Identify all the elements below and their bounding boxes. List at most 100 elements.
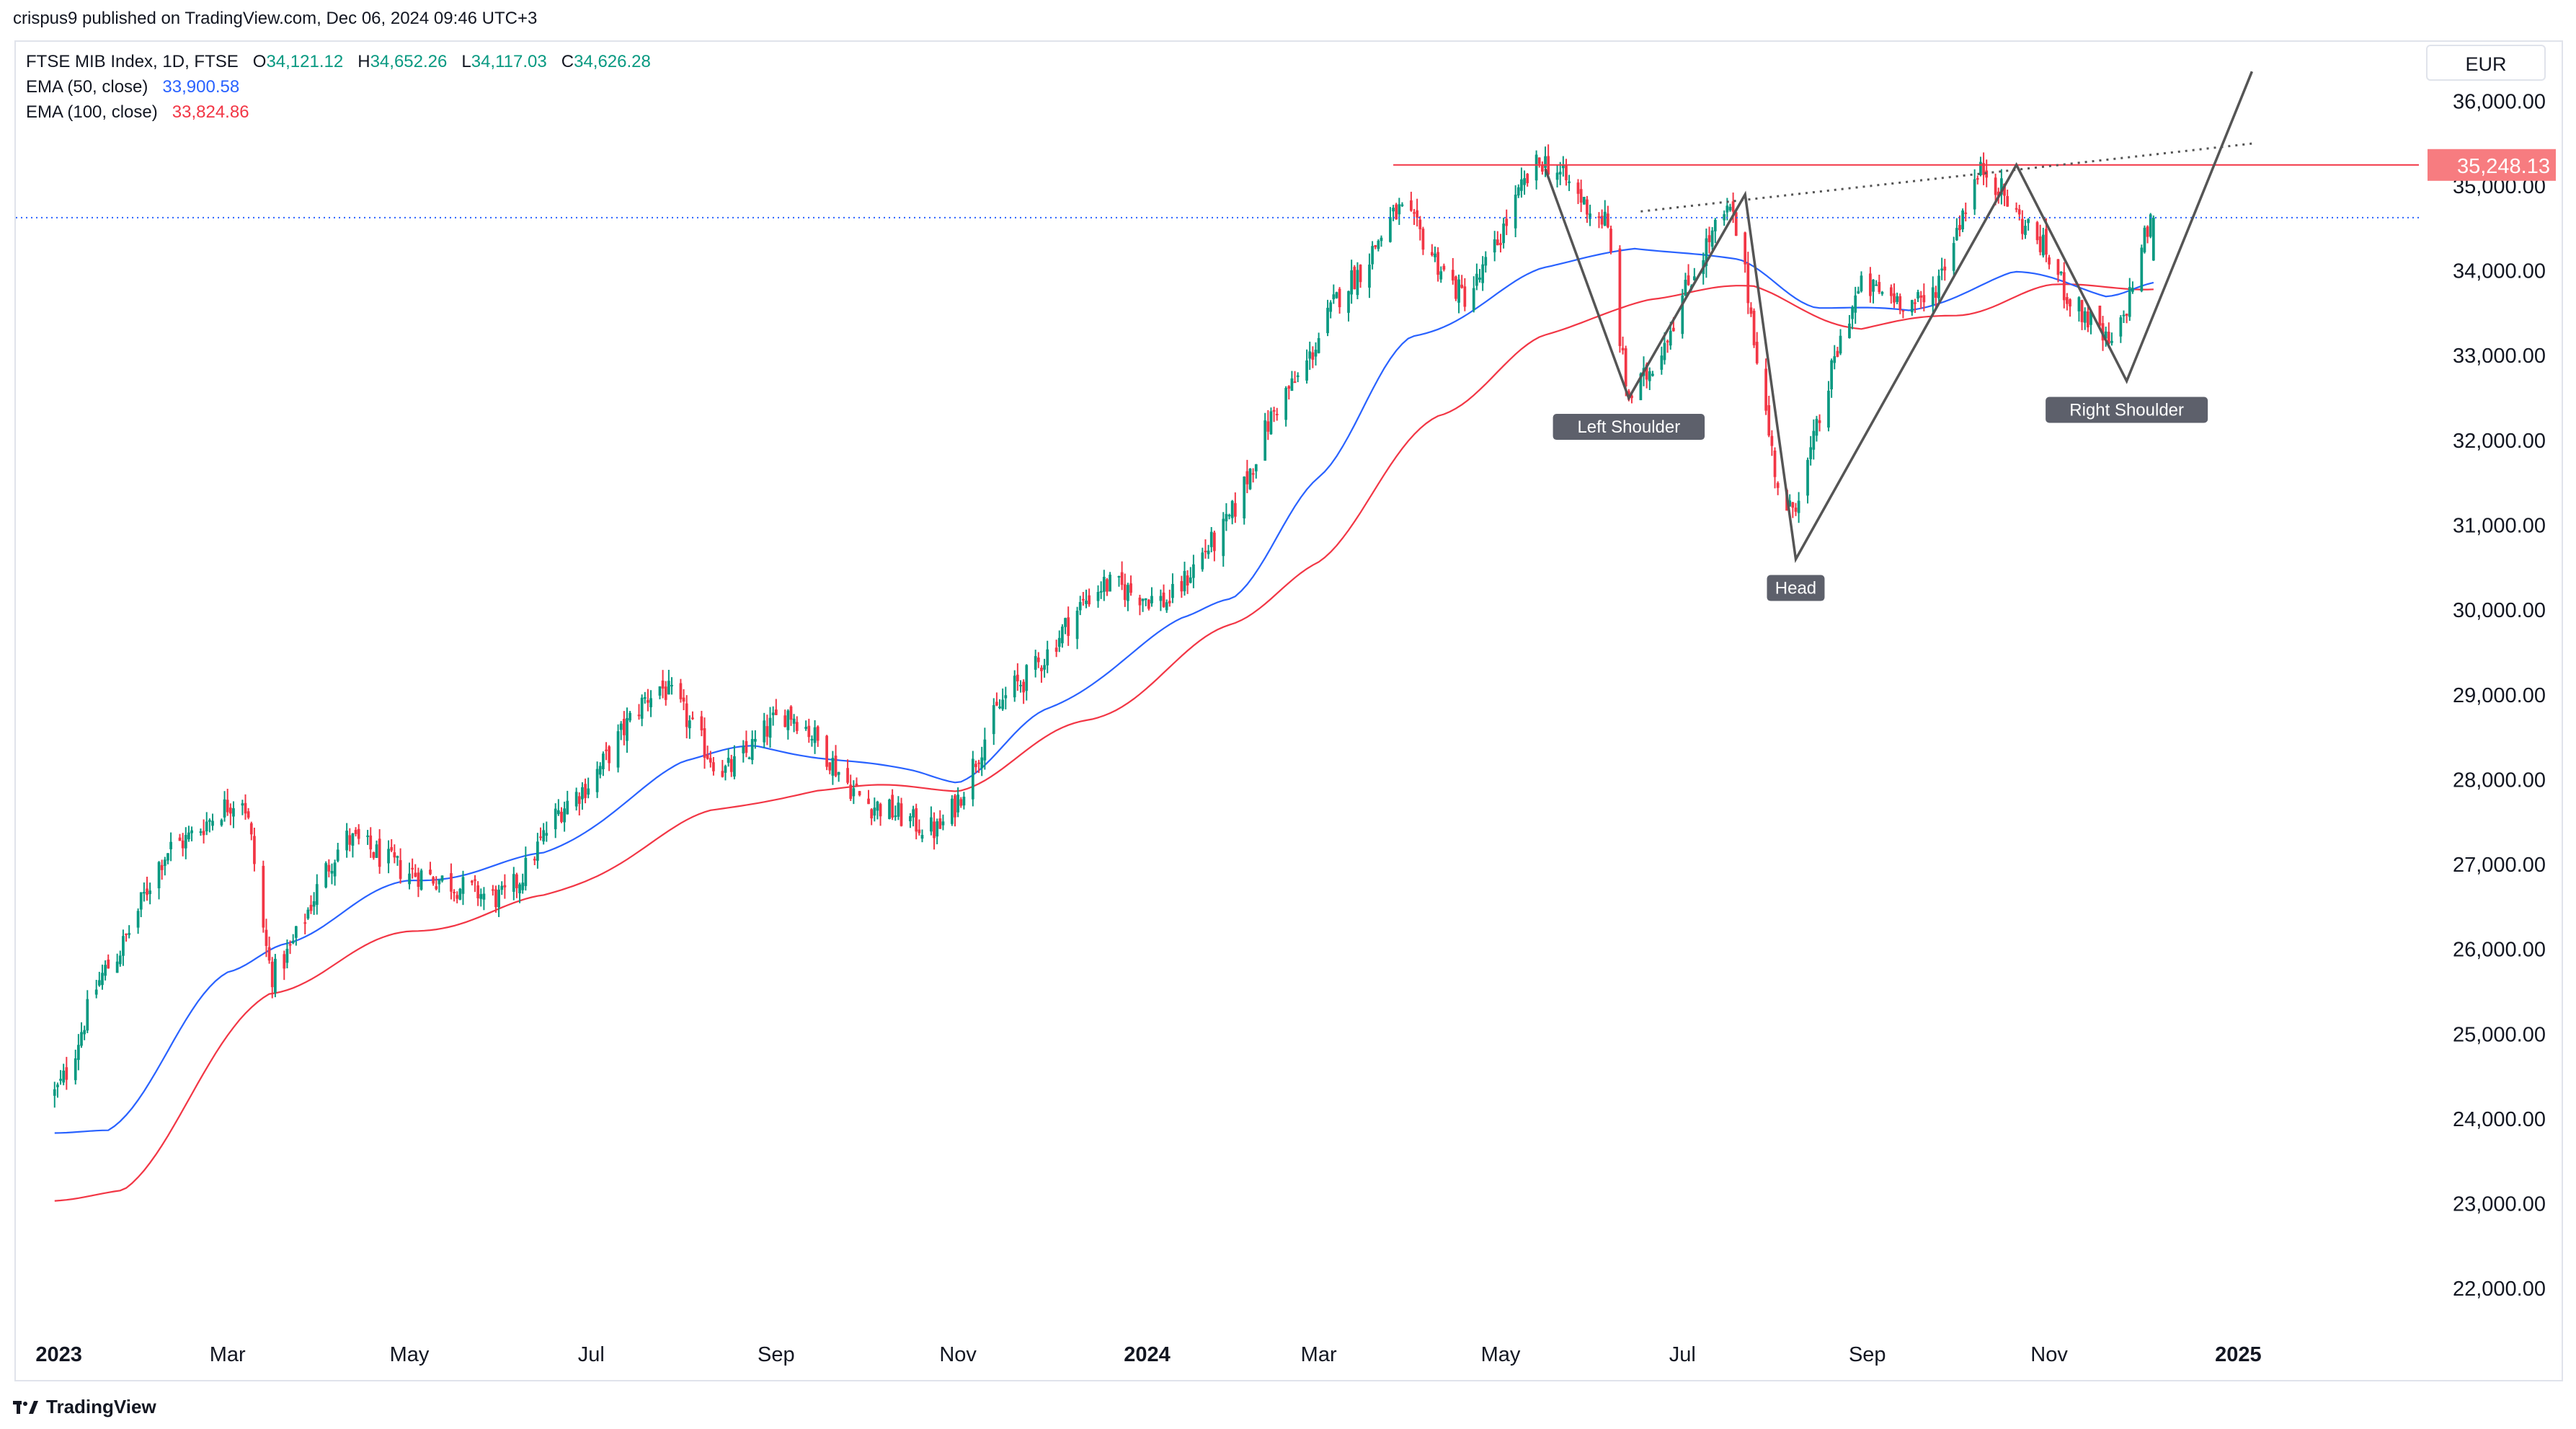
- x-tick-label: 2023: [35, 1343, 82, 1366]
- candle-body: [1681, 295, 1684, 335]
- candle-body: [2143, 227, 2146, 252]
- candle-body: [160, 864, 164, 870]
- candle-body: [768, 717, 772, 738]
- candle-body: [1713, 219, 1717, 231]
- candle-body: [1660, 355, 1664, 370]
- candle-body: [107, 959, 110, 969]
- candle-body: [1377, 240, 1380, 249]
- candle-body: [1478, 278, 1481, 280]
- candle-body: [1209, 531, 1213, 547]
- candle-body: [950, 798, 954, 824]
- candle-body: [1454, 276, 1457, 299]
- pattern-label: Left Shoulder: [1553, 414, 1705, 441]
- candle-body: [828, 762, 832, 771]
- candle-body: [649, 698, 652, 707]
- candle-body: [1043, 665, 1046, 670]
- head-shoulders-zigzag[interactable]: [1544, 71, 2254, 563]
- candle-body: [1770, 435, 1774, 446]
- candle-body: [1982, 163, 1985, 175]
- candle-body: [745, 740, 748, 753]
- candle-body: [1171, 583, 1174, 598]
- candle-body: [1016, 674, 1019, 681]
- resistance-tag-bg: [2428, 149, 2556, 181]
- candle-body: [1106, 579, 1109, 592]
- candle-body: [336, 849, 339, 862]
- candle-body: [1430, 252, 1434, 256]
- candle-body: [414, 872, 417, 877]
- candle-body: [1597, 216, 1601, 218]
- candle-body: [1418, 219, 1422, 229]
- candle-body: [417, 872, 420, 888]
- candle-body: [936, 821, 939, 837]
- candle-body: [577, 796, 581, 804]
- candle-body: [1857, 291, 1860, 294]
- x-tick-label: May: [1481, 1343, 1521, 1366]
- candle-body: [393, 852, 396, 858]
- candle-body: [2128, 287, 2131, 317]
- pattern-label-bg: [2046, 397, 2208, 423]
- candle-body: [670, 685, 673, 687]
- candle-body: [1380, 237, 1383, 242]
- candle-body: [724, 766, 727, 773]
- candle-body: [1442, 265, 1446, 270]
- candle-body: [1869, 273, 1872, 296]
- candle-body: [456, 895, 459, 899]
- candle-body: [1150, 596, 1153, 603]
- candle-body: [1812, 430, 1816, 450]
- candle-body: [560, 811, 563, 823]
- candle-body: [1555, 172, 1559, 180]
- currency-selector[interactable]: EUR: [2426, 45, 2546, 81]
- candle-body: [1755, 342, 1759, 363]
- x-tick-label: Sep: [1849, 1343, 1886, 1366]
- candle-body: [345, 831, 349, 851]
- candle-body: [1833, 356, 1836, 363]
- candle-body: [1374, 245, 1377, 247]
- candle-body: [241, 803, 244, 806]
- candle-body: [1544, 156, 1547, 168]
- candle-body: [1621, 348, 1625, 350]
- candle-body: [1451, 270, 1454, 281]
- candle-body: [1227, 515, 1231, 517]
- candle-body: [536, 841, 539, 861]
- candle-body: [1705, 238, 1708, 266]
- candle-body: [1463, 286, 1467, 307]
- candle-body: [980, 757, 984, 769]
- candle-body: [2048, 257, 2051, 265]
- candle-body: [148, 890, 152, 895]
- x-tick-label: 2024: [1124, 1343, 1171, 1366]
- candle-body: [1639, 373, 1643, 401]
- candle-body: [1496, 239, 1499, 246]
- chart-panel[interactable]: [14, 40, 2563, 1381]
- candle-body: [1263, 420, 1267, 461]
- candle-body: [1129, 583, 1132, 593]
- candle-body: [288, 944, 292, 946]
- candle-body: [1036, 658, 1040, 663]
- candle-body: [792, 718, 796, 724]
- tradingview-footer[interactable]: TradingView: [13, 1396, 156, 1418]
- pattern-label-text: Left Shoulder: [1577, 417, 1680, 437]
- candle-body: [1791, 502, 1795, 508]
- candle-body: [1162, 592, 1165, 607]
- candle-body: [1392, 208, 1395, 212]
- candle-body: [1958, 225, 1961, 231]
- candle-body: [1568, 181, 1571, 183]
- candle-body: [303, 922, 307, 924]
- candle-body: [315, 884, 319, 905]
- candle-body: [471, 880, 474, 883]
- candle-body: [2119, 317, 2123, 337]
- candle-body: [533, 859, 536, 861]
- resistance-tag-label: 35,248.13: [2457, 155, 2550, 178]
- candle-body: [1368, 265, 1371, 288]
- candle-body: [187, 832, 190, 840]
- candle-body: [1875, 284, 1878, 286]
- candle-body: [294, 926, 298, 938]
- neckline-dotted[interactable]: [1640, 142, 2252, 213]
- candle-body: [807, 725, 811, 738]
- candle-body: [1955, 228, 1958, 241]
- candle-body: [226, 800, 229, 813]
- candle-body: [440, 875, 444, 881]
- candle-body: [1914, 302, 1917, 304]
- candle-body: [1854, 295, 1857, 313]
- candle-body: [1767, 405, 1771, 436]
